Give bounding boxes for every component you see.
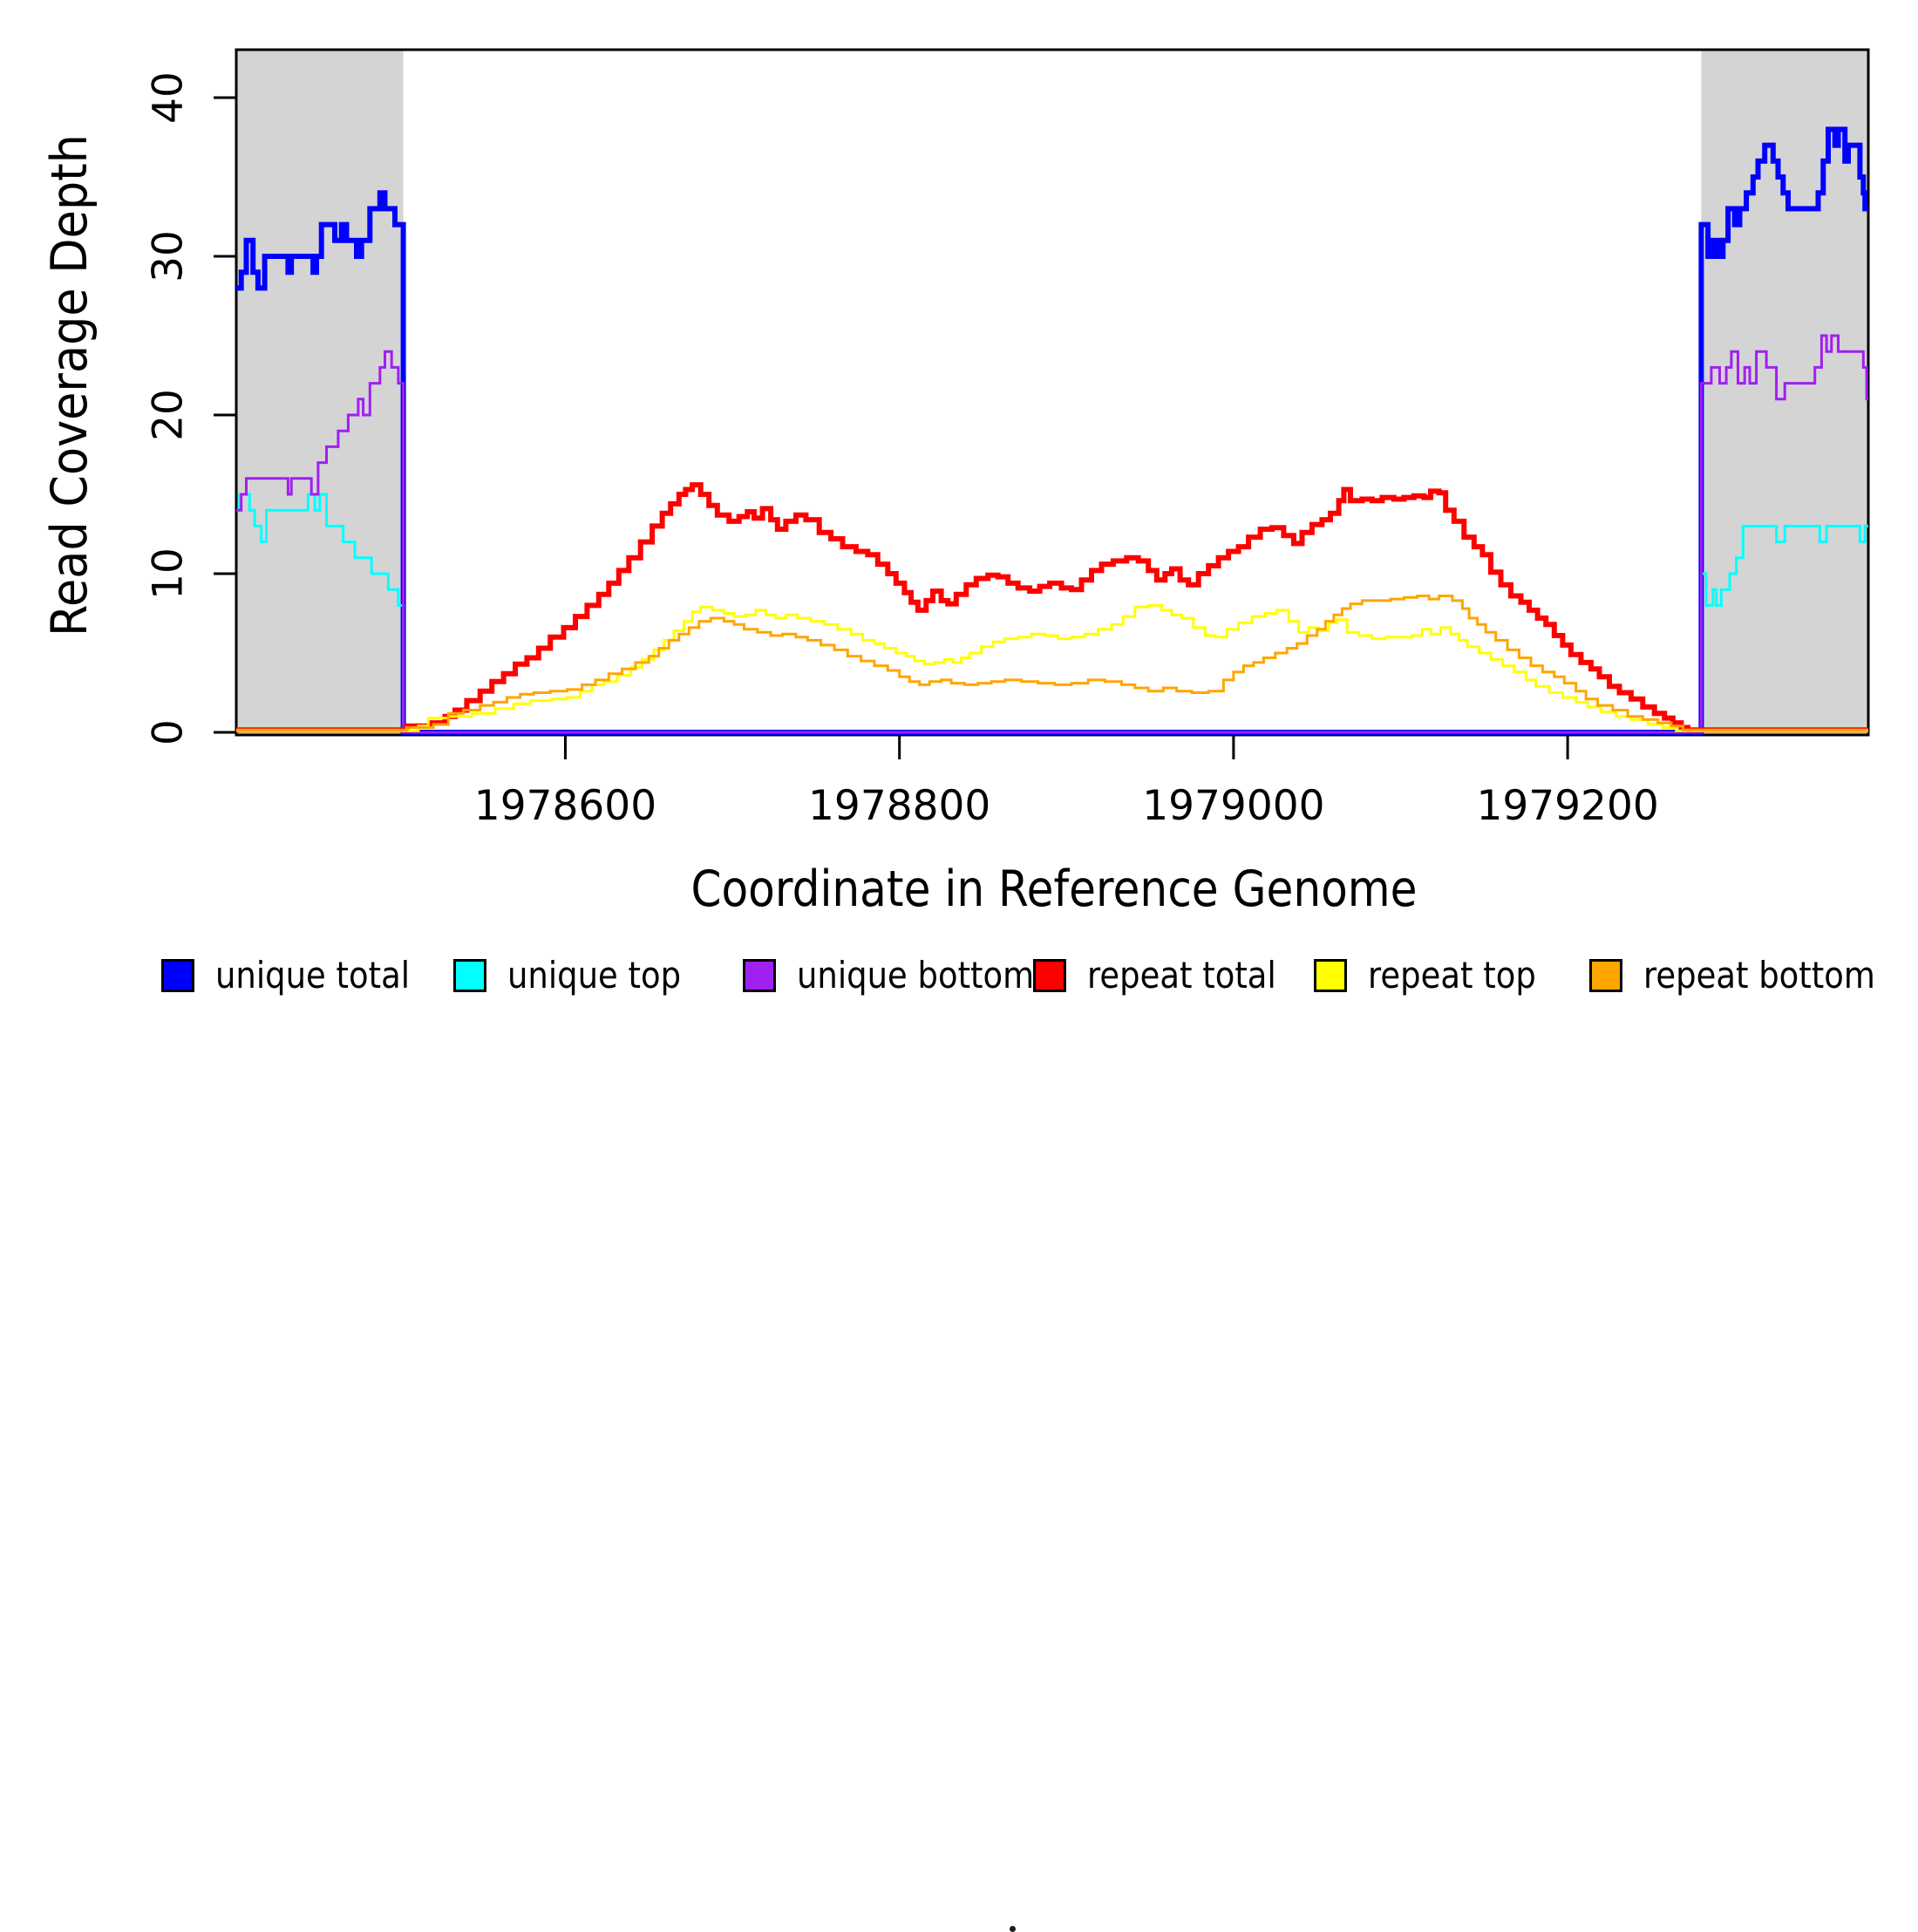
y-tick-label: 40	[145, 71, 193, 124]
x-tick-label: 1978800	[808, 782, 990, 830]
y-tick-label: 10	[145, 548, 193, 600]
plot-frame	[235, 48, 1870, 737]
unique-bottom-swatch	[743, 959, 776, 992]
figure-canvas: { "figure": { "background_color": "#FFFF…	[0, 48, 1918, 1932]
y-tick-label: 20	[145, 389, 193, 441]
legend-label-repeat-bottom: repeat bottom	[1643, 954, 1875, 997]
legend-label-unique-top: unique top	[507, 954, 682, 997]
legend-item-repeat-total: repeat total	[1033, 956, 1302, 996]
coverage-plot: 1978600 1978800 1979000 1979200 0 10 20 30 40	[145, 48, 1870, 830]
shaded-region	[236, 51, 404, 734]
series-repeat-top-line	[236, 603, 1868, 732]
stray-dot	[1010, 1926, 1016, 1932]
x-axis-title: Coordinate in Reference Genome	[690, 861, 1418, 918]
series-unique-total-line	[236, 126, 1868, 735]
legend-label-unique-bottom: unique bottom	[797, 954, 1035, 997]
x-tick-label: 1979000	[1142, 782, 1324, 830]
repeat-bottom-swatch	[1589, 959, 1622, 992]
series-unique-bottom-line	[236, 334, 1868, 734]
legend-label-repeat-total: repeat total	[1087, 954, 1276, 997]
series-repeat-total-line	[236, 482, 1868, 733]
x-tick-label: 1979200	[1476, 782, 1658, 830]
y-tick-label: 0	[145, 719, 193, 745]
y-tick-label: 30	[145, 230, 193, 282]
x-tick-label: 1978600	[474, 782, 656, 830]
legend-label-unique-total: unique total	[215, 954, 411, 997]
legend-item-unique-bottom: unique bottom	[743, 956, 1066, 996]
series-repeat-bottom-line	[236, 595, 1868, 731]
repeat-total-swatch	[1033, 959, 1066, 992]
legend-item-unique-total: unique total	[161, 956, 436, 996]
legend-item-repeat-bottom: repeat bottom	[1589, 956, 1907, 996]
legend: unique total unique top unique bottom re…	[0, 956, 1918, 1932]
repeat-top-swatch	[1314, 959, 1347, 992]
y-axis-title: Read Coverage Depth	[41, 133, 99, 637]
legend-item-unique-top: unique top	[453, 956, 704, 996]
legend-label-repeat-top: repeat top	[1368, 954, 1536, 997]
unique-top-swatch	[453, 959, 486, 992]
unique-total-swatch	[161, 959, 194, 992]
legend-item-repeat-top: repeat top	[1314, 956, 1559, 996]
